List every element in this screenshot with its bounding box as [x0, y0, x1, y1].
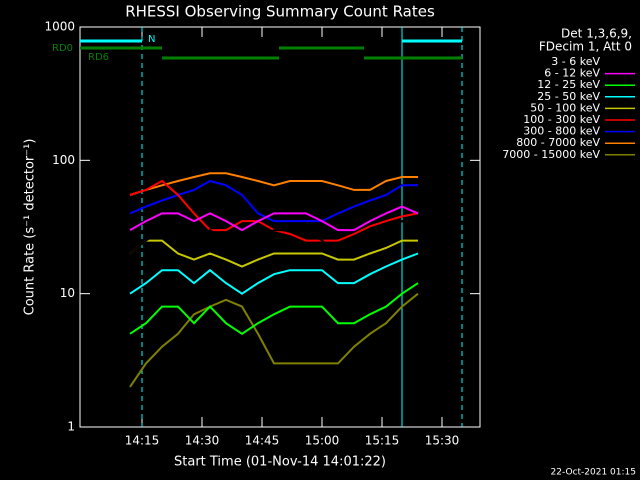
- x-tick-label: 14:30: [185, 434, 220, 448]
- y-tick-label: 10: [60, 286, 75, 300]
- legend-title: FDecim 1, Att 0: [539, 40, 632, 54]
- x-tick-label: 14:45: [245, 434, 280, 448]
- legend-label: 50 - 100 keV: [530, 101, 600, 114]
- legend-label: 800 - 7000 keV: [516, 136, 600, 149]
- x-tick-label: 15:00: [305, 434, 340, 448]
- legend-label: 25 - 50 keV: [537, 90, 600, 103]
- y-tick-label: 100: [52, 153, 75, 167]
- legend-label: 12 - 25 keV: [537, 78, 600, 91]
- legend-label: 100 - 300 keV: [523, 113, 600, 126]
- y-tick-label: 1: [67, 420, 75, 434]
- series-line: [129, 282, 419, 335]
- series-line: [129, 239, 418, 268]
- y-tick-label: 1000: [44, 20, 75, 34]
- chart-title: RHESSI Observing Summary Count Rates: [125, 3, 435, 21]
- plot-frame: [79, 26, 481, 428]
- flag-label: N: [148, 34, 155, 45]
- legend-title: Det 1,3,6,9,: [561, 27, 632, 41]
- footer: 22-Oct-2021 01:15: [551, 468, 636, 478]
- x-tick-label: 15:30: [425, 434, 460, 448]
- series-line: [129, 252, 419, 295]
- legend-label: 6 - 12 keV: [544, 67, 600, 80]
- y-axis-label: Count Rate (s⁻¹ detector⁻¹): [23, 139, 38, 316]
- legend-label: 300 - 800 keV: [523, 125, 600, 138]
- x-axis-label: Start Time (01-Nov-14 14:01:22): [174, 455, 386, 470]
- legend-label: 7000 - 15000 keV: [502, 148, 600, 161]
- series-line: [129, 205, 419, 232]
- series-line: [129, 292, 419, 388]
- flag-label: RD6: [88, 52, 109, 63]
- x-tick-label: 15:15: [365, 434, 400, 448]
- flag-label: RD0: [52, 43, 73, 54]
- series-line: [129, 172, 418, 196]
- x-tick-label: 14:15: [125, 434, 160, 448]
- legend-label: 3 - 6 keV: [551, 55, 600, 68]
- series-line: [129, 179, 419, 242]
- series-line: [129, 219, 419, 255]
